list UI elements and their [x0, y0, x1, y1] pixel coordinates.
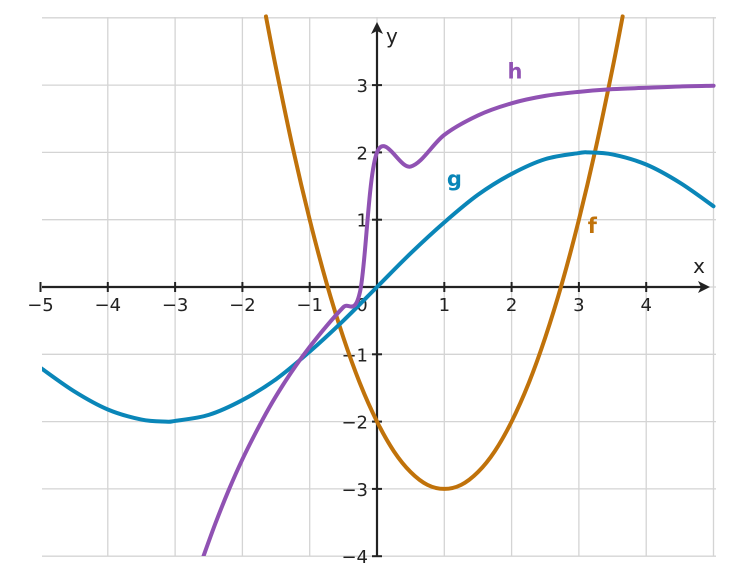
y-tick-label: −2: [341, 413, 368, 434]
x-axis-arrow: [698, 281, 710, 293]
series-f-label: f: [588, 214, 598, 238]
x-tick-label: −1: [296, 295, 323, 316]
x-tick-label: 0: [356, 295, 367, 316]
series-labels: f g h: [447, 59, 598, 238]
x-tick-label: −5: [27, 295, 54, 316]
x-tick-label: 1: [439, 295, 450, 316]
x-tick-label: 3: [573, 295, 584, 316]
series-g-label: g: [447, 167, 462, 191]
y-tick-label: 3: [357, 76, 368, 97]
x-tick-label: 2: [506, 295, 517, 316]
x-tick-label: −4: [95, 295, 122, 316]
series-h-curve: [201, 83, 716, 556]
y-axis-label: y: [386, 24, 398, 48]
y-tick-label: −4: [341, 547, 368, 568]
y-tick-label: 1: [357, 211, 368, 232]
y-tick-label: 2: [357, 143, 368, 164]
x-tick-label: 4: [640, 295, 651, 316]
series-g-curve: [42, 150, 716, 424]
x-tick-label: −2: [229, 295, 256, 316]
series-f-curve: [263, 14, 625, 491]
series-h-label: h: [507, 59, 522, 83]
x-axis-label: x: [693, 254, 705, 278]
y-axis-arrow: [371, 22, 383, 34]
x-tick-label: −3: [162, 295, 189, 316]
curves: [42, 14, 716, 556]
y-tick-label: −3: [341, 480, 368, 501]
